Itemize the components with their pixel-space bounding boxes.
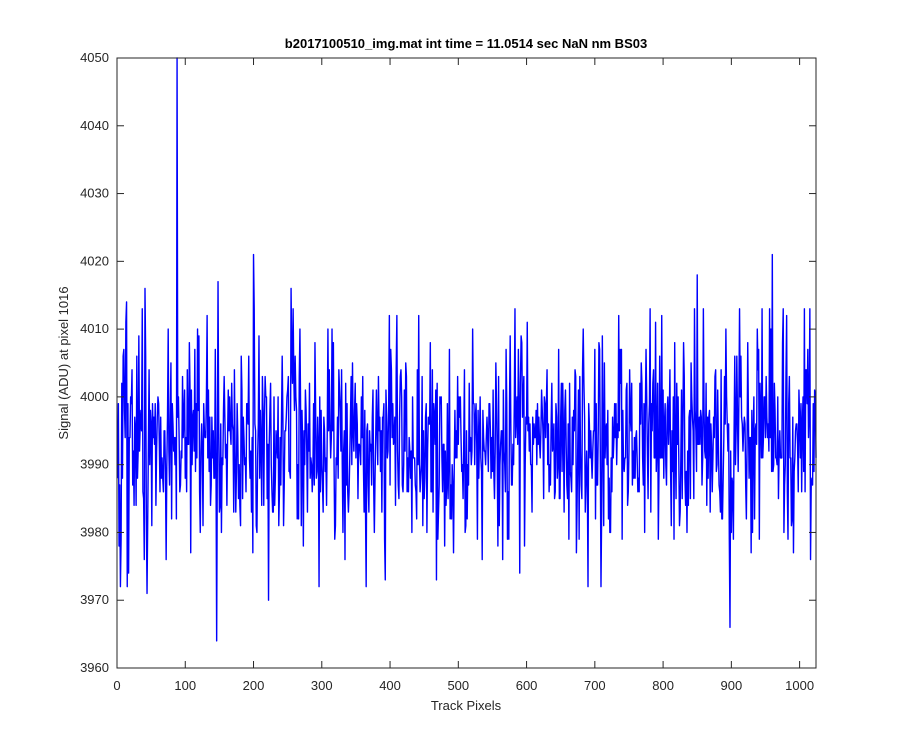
y-axis-label: Signal (ADU) at pixel 1016 xyxy=(56,286,71,439)
y-tick-label: 3980 xyxy=(80,524,109,539)
x-tick-label: 100 xyxy=(174,678,196,693)
y-tick-label: 4010 xyxy=(80,321,109,336)
plot-area xyxy=(116,57,817,669)
x-tick-label: 0 xyxy=(113,678,120,693)
y-tick-label: 4040 xyxy=(80,118,109,133)
y-tick-label: 4030 xyxy=(80,186,109,201)
y-tick-label: 3990 xyxy=(80,457,109,472)
x-tick-label: 1000 xyxy=(785,678,814,693)
chart-title: b2017100510_img.mat int time = 11.0514 s… xyxy=(285,36,647,51)
plot-background xyxy=(117,58,816,668)
y-tick-label: 4050 xyxy=(80,50,109,65)
x-tick-label: 800 xyxy=(652,678,674,693)
x-tick-label: 700 xyxy=(584,678,606,693)
y-tick-label: 3960 xyxy=(80,660,109,675)
x-axis-label: Track Pixels xyxy=(431,698,502,713)
y-tick-label: 3970 xyxy=(80,592,109,607)
axes-box xyxy=(116,57,817,669)
data-series xyxy=(116,57,817,642)
x-tick-label: 400 xyxy=(379,678,401,693)
series-line xyxy=(116,57,817,642)
y-tick-label: 4000 xyxy=(80,389,109,404)
y-tick-label: 4020 xyxy=(80,253,109,268)
y-axis: 3960 3970 3980 3990 4000 4010 4020 4030 4040 4050 xyxy=(80,50,816,675)
x-tick-label: 900 xyxy=(721,678,743,693)
x-tick-label: 500 xyxy=(447,678,469,693)
x-tick-label: 200 xyxy=(243,678,265,693)
x-tick-label: 300 xyxy=(311,678,333,693)
x-tick-label: 600 xyxy=(516,678,538,693)
x-axis: 0 100 200 300 400 500 600 700 800 900 1000 xyxy=(113,58,814,693)
